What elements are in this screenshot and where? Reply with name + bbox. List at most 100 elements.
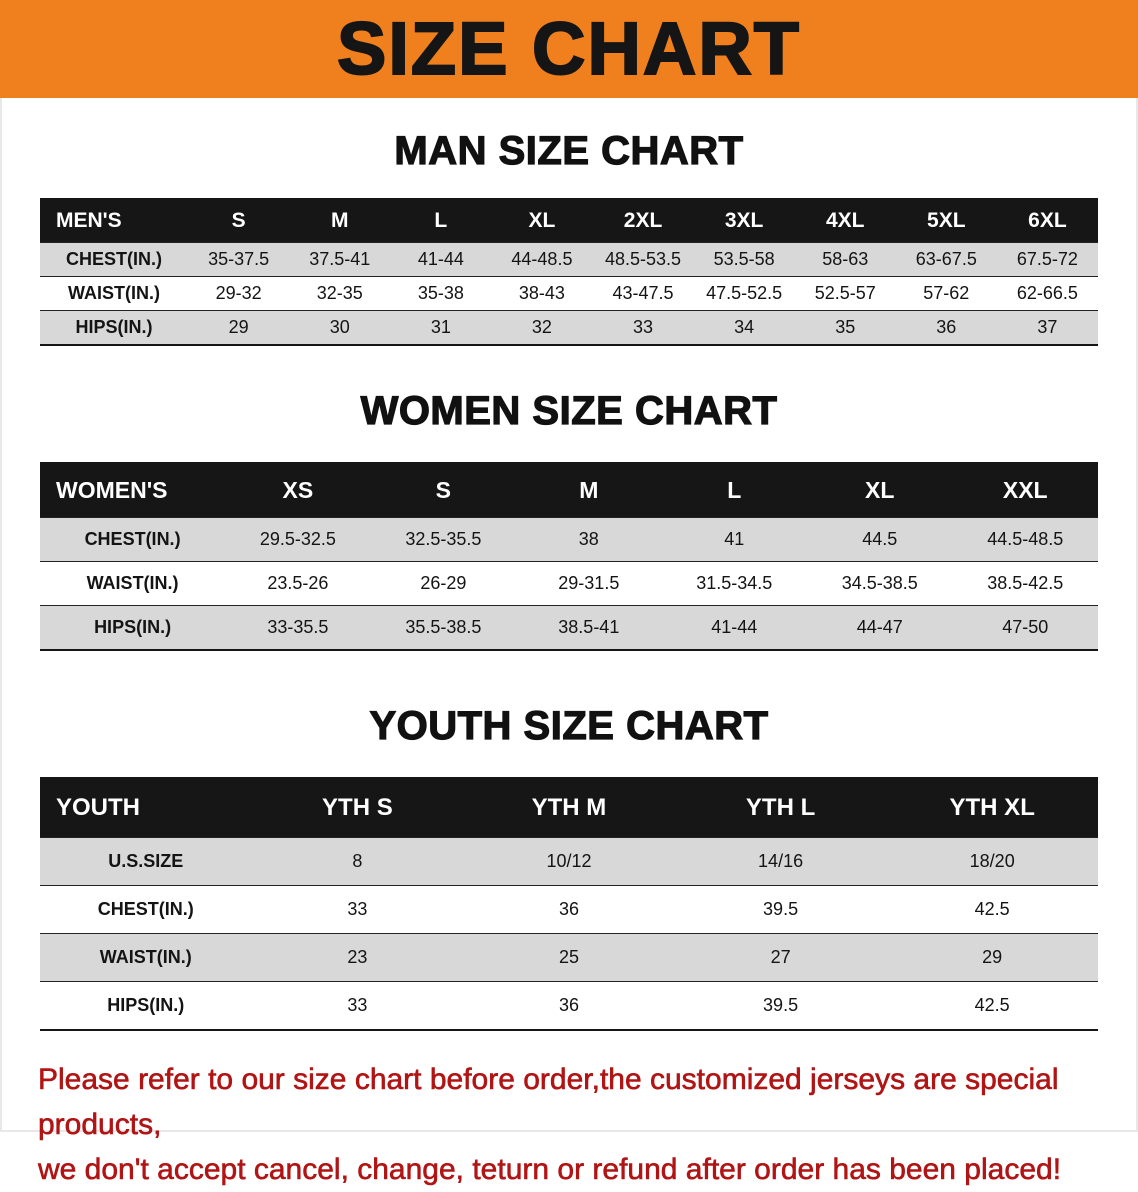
table-title-cell: WOMEN'S	[40, 463, 226, 518]
measurement-value-cell: 29	[228, 317, 249, 337]
size-column-header: 6XL	[996, 199, 1098, 243]
disclaimer-line-1: Please refer to our size chart before or…	[38, 1063, 1059, 1142]
measurement-value-cell: 41-44	[417, 249, 464, 269]
youth-size-table: YOUTH YTH S YTH M YTH L YTH XL U.S.SIZE 8 10/12…	[40, 777, 1098, 1031]
measurement-value-cell: 35-37.5	[208, 249, 270, 269]
measurement-value-cell: 38-43	[518, 283, 565, 303]
measurement-value-cell: 31	[430, 317, 451, 337]
measurement-value-cell: 31.5-34.5	[696, 573, 773, 593]
measurement-value-cell: 43-47.5	[612, 283, 674, 303]
measurement-value-cell: 37.5-41	[309, 249, 371, 269]
measurement-value-cell: 10/12	[546, 851, 592, 871]
measurement-value-cell: 26-29	[420, 573, 467, 593]
measurement-value-cell: 36	[558, 899, 579, 919]
size-column-header: S	[188, 199, 290, 243]
row-label-cell: U.S.SIZE	[108, 851, 184, 871]
measurement-value-cell: 39.5	[763, 995, 799, 1015]
measurement-value-cell: 38.5-42.5	[987, 573, 1064, 593]
row-label-cell: HIPS(IN.)	[94, 617, 172, 637]
row-label-cell: WAIST(IN.)	[86, 573, 179, 593]
size-column-header: YTH S	[251, 778, 464, 838]
size-column-header: 4XL	[794, 199, 896, 243]
row-label-cell: CHEST(IN.)	[97, 899, 194, 919]
size-column-header: YTH XL	[886, 778, 1098, 838]
size-header-row: YOUTH YTH S YTH M YTH L YTH XL	[40, 778, 1098, 838]
measurement-value-cell: 33	[347, 899, 368, 919]
measurement-value-cell: 67.5-72	[1016, 249, 1078, 269]
measurement-value-cell: 62-66.5	[1016, 283, 1078, 303]
measurement-value-cell: 48.5-53.5	[605, 249, 682, 269]
measurement-value-cell: 36	[558, 995, 579, 1015]
row-label-cell: CHEST(IN.)	[84, 529, 181, 549]
measurement-value-cell: 23	[347, 947, 368, 967]
row-label-cell: HIPS(IN.)	[107, 995, 185, 1015]
measurement-value-cell: 41	[724, 529, 745, 549]
size-column-header: XL	[807, 463, 953, 518]
table-title-cell: YOUTH	[40, 778, 252, 838]
banner: SIZE CHART	[0, 0, 1138, 98]
measurement-value-cell: 35.5-38.5	[405, 617, 482, 637]
row-label-cell: CHEST(IN.)	[66, 249, 163, 269]
size-header-row: MEN'S S M L XL 2XL 3XL 4XL 5XL 6XL	[40, 199, 1098, 243]
measurement-row: U.S.SIZE 8 10/12 14/16 18/20	[40, 837, 1098, 886]
measurement-value-cell: 39.5	[763, 899, 799, 919]
measurement-value-cell: 53.5-58	[713, 249, 775, 269]
measurement-value-cell: 34	[734, 317, 755, 337]
measurement-value-cell: 52.5-57	[814, 283, 876, 303]
measurement-value-cell: 44-48.5	[511, 249, 573, 269]
table-title-cell: MEN'S	[40, 199, 189, 243]
section-youth: YOUTH SIZE CHART YOUTH YTH S YTH M YTH L YTH…	[0, 703, 1138, 1031]
measurement-value-cell: 47-50	[1002, 617, 1049, 637]
measurement-value-cell: 44.5	[862, 529, 898, 549]
size-column-header: XXL	[952, 463, 1098, 518]
women-size-chart-heading: WOMEN SIZE CHART	[360, 388, 778, 433]
measurement-value-cell: 35	[835, 317, 856, 337]
measurement-value-cell: 44.5-48.5	[987, 529, 1064, 549]
measurement-value-cell: 38.5-41	[558, 617, 620, 637]
measurement-value-cell: 32-35	[316, 283, 363, 303]
measurement-value-cell: 27	[770, 947, 791, 967]
row-label-cell: WAIST(IN.)	[99, 947, 192, 967]
row-label-cell: HIPS(IN.)	[75, 317, 153, 337]
measurement-value-cell: 32	[531, 317, 552, 337]
size-header-row: WOMEN'S XS S M L XL XXL	[40, 463, 1098, 518]
size-column-header: YTH M	[463, 778, 675, 838]
measurement-value-cell: 33-35.5	[267, 617, 329, 637]
size-column-header: S	[370, 463, 517, 518]
measurement-value-cell: 41-44	[711, 617, 758, 637]
size-column-header: XL	[491, 199, 593, 243]
measurement-value-cell: 35-38	[417, 283, 464, 303]
size-column-header: L	[390, 199, 492, 243]
measurement-value-cell: 23.5-26	[267, 573, 329, 593]
measurement-row: HIPS(IN.) 29 30 31 32 33 34 35 36 37	[40, 310, 1098, 345]
disclaimer: Please refer to our size chart before or…	[38, 1057, 1098, 1192]
size-column-header: YTH L	[674, 778, 887, 838]
measurement-row: CHEST(IN.) 35-37.5 37.5-41 41-44 44-48.5 48.5…	[40, 242, 1098, 277]
size-column-header: 2XL	[592, 199, 694, 243]
measurement-row: HIPS(IN.) 33 36 39.5 42.5	[40, 981, 1098, 1031]
measurement-value-cell: 37	[1037, 317, 1058, 337]
row-label-cell: WAIST(IN.)	[68, 283, 161, 303]
measurement-value-cell: 42.5	[974, 995, 1010, 1015]
measurement-value-cell: 38	[578, 529, 599, 549]
men-size-chart-heading: MAN SIZE CHART	[394, 128, 744, 173]
men-size-table: MEN'S S M L XL 2XL 3XL 4XL 5XL 6XL CHEST(IN.) 35-37…	[40, 198, 1098, 346]
measurement-value-cell: 29	[982, 947, 1003, 967]
youth-size-chart-heading: YOUTH SIZE CHART	[369, 703, 769, 748]
measurement-value-cell: 29-31.5	[558, 573, 620, 593]
size-column-header: 3XL	[693, 199, 795, 243]
measurement-row: HIPS(IN.) 33-35.5 35.5-38.5 38.5-41 41-44 44-…	[40, 605, 1098, 650]
size-column-header: 5XL	[895, 199, 997, 243]
measurement-row: WAIST(IN.) 23.5-26 26-29 29-31.5 31.5-34.5 34…	[40, 561, 1098, 606]
size-column-header: L	[661, 463, 808, 518]
size-column-header: XS	[225, 463, 371, 518]
section-women: WOMEN SIZE CHART WOMEN'S XS S M L XL XXL CHEST(…	[0, 388, 1138, 651]
measurement-value-cell: 34.5-38.5	[841, 573, 918, 593]
measurement-value-cell: 42.5	[974, 899, 1010, 919]
disclaimer-line-2: we don't accept cancel, change, teturn o…	[38, 1153, 1062, 1187]
measurement-value-cell: 18/20	[969, 851, 1015, 871]
measurement-row: CHEST(IN.) 33 36 39.5 42.5	[40, 885, 1098, 934]
measurement-value-cell: 29.5-32.5	[259, 529, 336, 549]
measurement-value-cell: 14/16	[758, 851, 804, 871]
